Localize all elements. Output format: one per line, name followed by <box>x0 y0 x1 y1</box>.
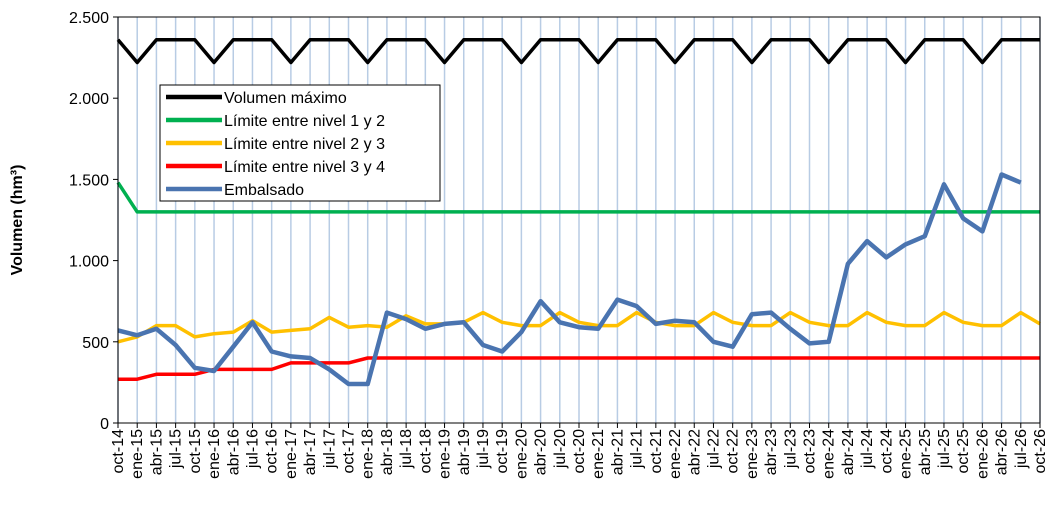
x-tick-label: abr-16 <box>225 429 242 475</box>
x-tick-label: oct-23 <box>802 429 819 474</box>
x-tick-label: jul-17 <box>321 429 338 469</box>
legend: Volumen máximo Límite entre nivel 1 y 2 Lí… <box>159 84 441 202</box>
x-tick-label: abr-21 <box>609 429 626 475</box>
legend-label: Volumen máximo <box>224 90 347 107</box>
x-tick-label: ene-17 <box>283 429 300 479</box>
x-tick-label: oct-16 <box>264 429 281 474</box>
x-tick-label: oct-25 <box>955 429 972 474</box>
x-tick-label: ene-26 <box>974 429 991 479</box>
x-tick-label: abr-22 <box>686 429 703 475</box>
x-tick-label: oct-24 <box>878 429 895 474</box>
y-tick-label: 1.000 <box>69 254 109 271</box>
y-tick-label: 2.000 <box>69 91 109 108</box>
series-line <box>116 181 1040 214</box>
x-tick-label: abr-24 <box>840 429 857 475</box>
series-line <box>118 356 1040 381</box>
x-tick-label: jul-22 <box>705 429 722 469</box>
x-tick-label: jul-18 <box>398 429 415 469</box>
x-tick-label: abr-25 <box>917 429 934 475</box>
x-tick-label: abr-26 <box>994 429 1011 475</box>
x-tick-label: oct-21 <box>648 429 665 474</box>
x-tick-label: jul-23 <box>782 429 799 469</box>
x-tick-label: ene-15 <box>129 429 146 479</box>
x-tick-label: ene-24 <box>821 429 838 479</box>
x-tick-label: abr-19 <box>456 429 473 475</box>
x-tick-label: oct-20 <box>571 429 588 474</box>
x-tick-label: ene-16 <box>206 429 223 479</box>
legend-label: Límite entre nivel 3 y 4 <box>224 159 385 176</box>
y-tick-label: 500 <box>82 335 109 352</box>
x-tick-label: ene-23 <box>744 429 761 479</box>
series-line <box>117 172 1022 387</box>
x-tick-label: jul-15 <box>168 429 185 469</box>
plot-border <box>117 16 1041 424</box>
y-axis-label: Volumen (hm³) <box>9 165 26 276</box>
x-tick-label: ene-18 <box>360 429 377 479</box>
x-tick-label: oct-14 <box>110 429 127 474</box>
x-tick-label: ene-21 <box>590 429 607 479</box>
x-tick-label: jul-20 <box>552 429 569 469</box>
series-line <box>117 310 1041 344</box>
x-tick-label: jul-19 <box>475 429 492 469</box>
x-tick-label: jul-16 <box>244 429 261 469</box>
x-tick-label: jul-24 <box>859 429 876 469</box>
x-tick-label: abr-17 <box>302 429 319 475</box>
x-tick-label: abr-20 <box>533 429 550 475</box>
x-tick-label: ene-22 <box>667 429 684 479</box>
x-tick-label: jul-26 <box>1013 429 1030 469</box>
x-tick-label: oct-26 <box>1032 429 1049 474</box>
x-tick-label: oct-17 <box>341 429 358 474</box>
y-tick-label: 1.500 <box>69 172 109 189</box>
x-tick-label: oct-19 <box>494 429 511 474</box>
x-tick-label: abr-15 <box>148 429 165 475</box>
legend-label: Límite entre nivel 2 y 3 <box>224 136 385 153</box>
x-tick-label: ene-25 <box>898 429 915 479</box>
x-tick-label: oct-22 <box>725 429 742 474</box>
x-tick-label: oct-18 <box>417 429 434 474</box>
x-tick-label: jul-25 <box>936 429 953 469</box>
x-tick-label: abr-18 <box>379 429 396 475</box>
x-tick-label: jul-21 <box>629 429 646 469</box>
series-line <box>116 37 1040 65</box>
x-tick-label: ene-20 <box>513 429 530 479</box>
legend-label: Embalsado <box>224 182 304 199</box>
x-tick-label: oct-15 <box>187 429 204 474</box>
x-tick-label: abr-23 <box>763 429 780 475</box>
x-tick-label: ene-19 <box>437 429 454 479</box>
y-tick-label: 2.500 <box>69 10 109 27</box>
y-tick-label: 0 <box>100 416 109 433</box>
legend-label: Límite entre nivel 1 y 2 <box>224 113 385 130</box>
